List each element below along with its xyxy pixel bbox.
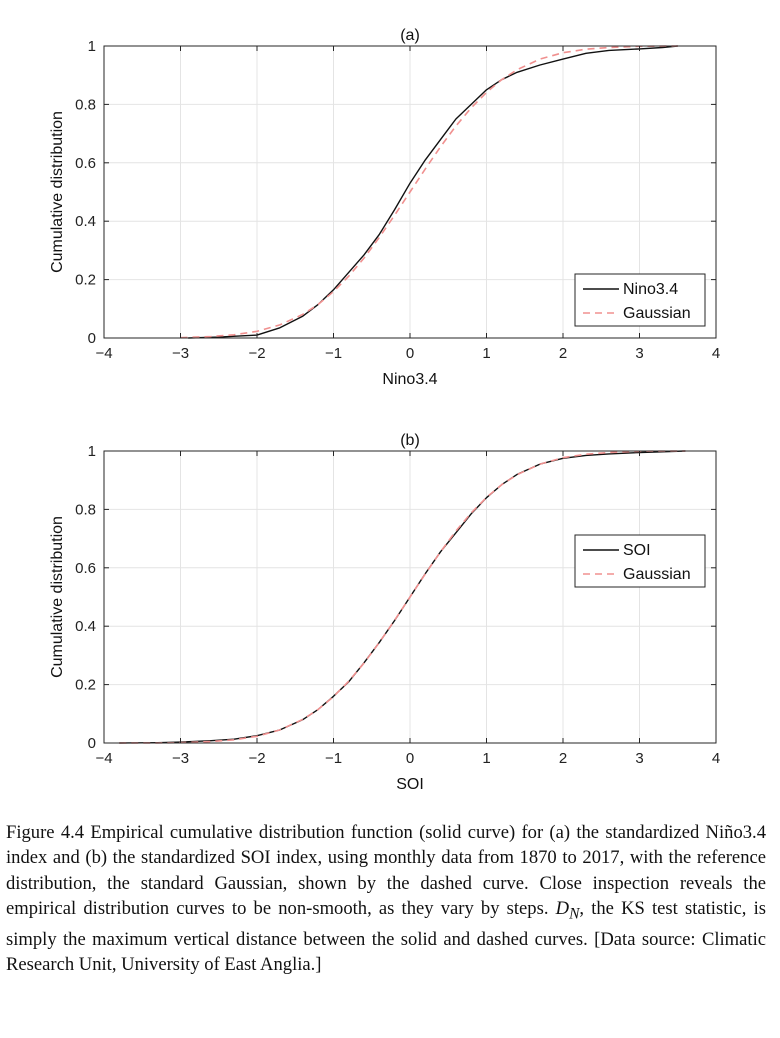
panel-b-y-tick-label: 0.2 bbox=[75, 677, 96, 694]
caption-math-symbol: D bbox=[555, 897, 570, 919]
panel-b-x-axis-label: SOI bbox=[396, 776, 424, 793]
panel-a-legend-label: Gaussian bbox=[623, 305, 691, 322]
panel-b-y-tick-label: 0 bbox=[88, 735, 96, 752]
panel-a-x-tick-label: 1 bbox=[482, 345, 490, 362]
panel-a-x-tick-label: 0 bbox=[406, 345, 414, 362]
panel-a-x-tick-label: −4 bbox=[95, 345, 112, 362]
panel-b-title: (b) bbox=[400, 432, 420, 449]
panel-b-series-gaussian bbox=[119, 450, 686, 744]
panel-b-legend-box bbox=[574, 534, 706, 588]
panel-b-x-tick-label: 1 bbox=[482, 750, 490, 767]
panel-a-x-axis-label: Nino3.4 bbox=[382, 371, 437, 388]
panel-a-legend-label: Nino3.4 bbox=[623, 281, 678, 298]
panel-b-legend-label: Gaussian bbox=[623, 566, 691, 583]
panel-a-x-tick-label: 4 bbox=[712, 345, 720, 362]
panel-a-y-tick-label: 0.8 bbox=[75, 96, 96, 113]
panel-b-y-tick-label: 1 bbox=[88, 443, 96, 460]
panel-a-series-nino3-4 bbox=[188, 45, 678, 339]
panel-b-x-tick-label: −2 bbox=[248, 750, 265, 767]
caption-text-1: Figure 4.4 Empirical cumulative distribu… bbox=[6, 822, 766, 919]
panel-b-x-tick-label: −4 bbox=[95, 750, 112, 767]
panel-b-x-tick-label: 0 bbox=[406, 750, 414, 767]
figure-caption: Figure 4.4 Empirical cumulative distribu… bbox=[6, 820, 766, 978]
panel-a-series-gaussian bbox=[180, 45, 678, 339]
figure: −4 −3 −2 −1 0 1 2 3 4 0 0.2 0.4 0.6 0.8 1 (a) Nino3.4 Cum… bbox=[49, 27, 720, 793]
panel-a-x-tick-label: −1 bbox=[325, 345, 342, 362]
panel-a-legend-box bbox=[574, 273, 706, 327]
panel-b-x-tick-label: 3 bbox=[635, 750, 643, 767]
panel-a-y-tick-label: 0.2 bbox=[75, 272, 96, 289]
panel-b-y-tick-label: 0.4 bbox=[75, 618, 96, 635]
panel-a-x-tick-label: 2 bbox=[559, 345, 567, 362]
caption-math-subscript: N bbox=[569, 905, 580, 923]
panel-a-x-tick-label: −3 bbox=[172, 345, 189, 362]
panel-b-x-tick-label: 2 bbox=[559, 750, 567, 767]
panel-b-x-tick-label: −1 bbox=[325, 750, 342, 767]
panel-a-x-tick-label: 3 bbox=[635, 345, 643, 362]
panel-a-title: (a) bbox=[400, 27, 420, 44]
panel-a-y-tick-label: 0.4 bbox=[75, 213, 96, 230]
panel-b-x-tick-label: −3 bbox=[172, 750, 189, 767]
panel-b-y-tick-label: 0.6 bbox=[75, 560, 96, 577]
panel-a-y-tick-label: 1 bbox=[88, 38, 96, 55]
panel-b-x-tick-label: 4 bbox=[712, 750, 720, 767]
panel-a-x-tick-label: −2 bbox=[248, 345, 265, 362]
panel-a-y-axis-label: Cumulative distribution bbox=[49, 111, 66, 273]
panel-a-y-tick-label: 0 bbox=[88, 330, 96, 347]
panel-a-y-tick-label: 0.6 bbox=[75, 155, 96, 172]
cdf-charts: −4 −3 −2 −1 0 1 2 3 4 0 0.2 0.4 0.6 0.8 1 (a) Nino3.4 Cum… bbox=[49, 27, 720, 793]
panel-b-y-axis-label: Cumulative distribution bbox=[49, 516, 66, 678]
caption-text-2: , the KS test statistic, is simply the m… bbox=[6, 897, 766, 976]
panel-b-y-tick-label: 0.8 bbox=[75, 501, 96, 518]
panel-b-legend-label: SOI bbox=[623, 542, 651, 559]
